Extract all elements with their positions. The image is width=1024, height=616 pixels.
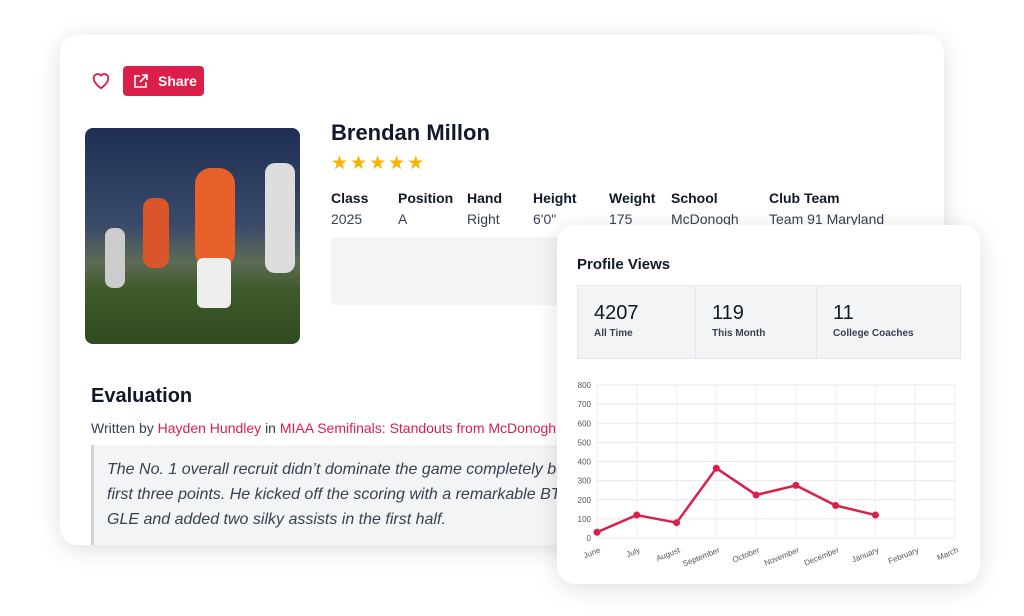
byline: Written by Hayden Hundley in MIAA Semifi… — [91, 420, 556, 436]
attribute-value: McDonogh — [671, 211, 739, 227]
point — [752, 491, 760, 499]
y-tick-label: 0 — [587, 534, 592, 543]
quote-line: first three points. He kicked off the sc… — [107, 486, 565, 503]
attribute-value: Right — [467, 211, 500, 227]
attribute-label: Hand — [467, 190, 502, 206]
author-link[interactable]: Hayden Hundley — [157, 420, 262, 436]
attribute-value: Team 91 Maryland — [769, 211, 885, 227]
attribute-label: Position — [398, 190, 454, 206]
attribute-value: 6'0" — [533, 211, 557, 227]
attribute-label: Height — [533, 190, 577, 206]
quote-line: The No. 1 overall recruit didn’t dominat… — [107, 461, 566, 478]
share-button[interactable]: Share — [123, 66, 204, 96]
rating-stars: ★ ★ ★ ★ ★ — [331, 152, 426, 174]
x-tick-label: December — [803, 545, 841, 567]
x-tick-label: November — [763, 545, 801, 567]
y-tick-label: 100 — [578, 515, 592, 524]
attribute-label: School — [671, 190, 718, 206]
stat-label: All Time — [594, 328, 633, 339]
point — [633, 511, 641, 519]
evaluation-title: Evaluation — [91, 385, 193, 407]
attribute-label: Class — [331, 190, 369, 206]
stat-label: This Month — [712, 328, 766, 339]
y-tick-label: 200 — [578, 496, 592, 505]
share-label: Share — [158, 73, 197, 89]
stat-cell: 119 This Month — [695, 286, 817, 358]
quote-line: GLE and added two silky assists in the f… — [107, 511, 446, 528]
views-chart: 0 100 200 300 400 500 600 700 800 June July August S… — [578, 381, 960, 569]
x-tick-label: August — [655, 545, 682, 563]
attribute-value: A — [398, 211, 408, 227]
player-name: Brendan Millon — [331, 120, 490, 145]
stats-box: 4207 All Time 119 This Month 11 College Coach… — [577, 285, 961, 359]
article-link[interactable]: MIAA Semifinals: Standouts from McDonogh — [279, 420, 557, 436]
star: ★ — [331, 153, 349, 174]
byline-prefix: Written by — [91, 420, 154, 436]
share-icon — [134, 74, 148, 88]
point — [792, 481, 800, 489]
favorite-icon[interactable] — [90, 69, 112, 91]
star: ★ — [369, 153, 387, 174]
stat-label: College Coaches — [833, 328, 914, 339]
star: ★ — [388, 153, 406, 174]
y-tick-label: 800 — [578, 381, 592, 390]
views-title: Profile Views — [577, 256, 671, 273]
x-tick-label: March — [936, 546, 960, 563]
y-tick-label: 600 — [578, 419, 592, 428]
stat-cell: 11 College Coaches — [816, 286, 961, 358]
y-tick-label: 500 — [578, 438, 592, 447]
stat-value: 11 — [833, 302, 854, 324]
point — [712, 464, 720, 472]
y-tick-label: 400 — [578, 458, 592, 467]
x-tick-label: July — [625, 546, 642, 560]
stat-value: 119 — [712, 302, 744, 324]
point — [871, 511, 879, 519]
point — [673, 519, 681, 527]
stat-cell: 4207 All Time — [578, 286, 695, 358]
point — [593, 528, 601, 536]
x-tick-label: January — [850, 546, 880, 565]
x-tick-label: February — [887, 546, 920, 566]
attribute-value: 175 — [609, 211, 633, 227]
stat-value: 4207 — [594, 302, 639, 324]
player-photo — [85, 128, 300, 344]
y-tick-label: 700 — [578, 400, 592, 409]
line — [596, 466, 876, 534]
point — [832, 501, 840, 509]
attribute-value: 2025 — [331, 211, 363, 227]
views-card: Profile Views 4207 All Time 119 This Month 1… — [557, 225, 980, 584]
attribute-label: Weight — [609, 190, 656, 206]
x-tick-label: June — [582, 545, 602, 560]
y-tick-label: 300 — [578, 477, 592, 486]
star: ★ — [350, 153, 368, 174]
byline-in: in — [265, 420, 276, 436]
x-tick-label: September — [681, 545, 721, 568]
x-tick-label: October — [731, 545, 761, 564]
star: ★ — [407, 153, 425, 174]
attribute-label: Club Team — [769, 190, 840, 206]
